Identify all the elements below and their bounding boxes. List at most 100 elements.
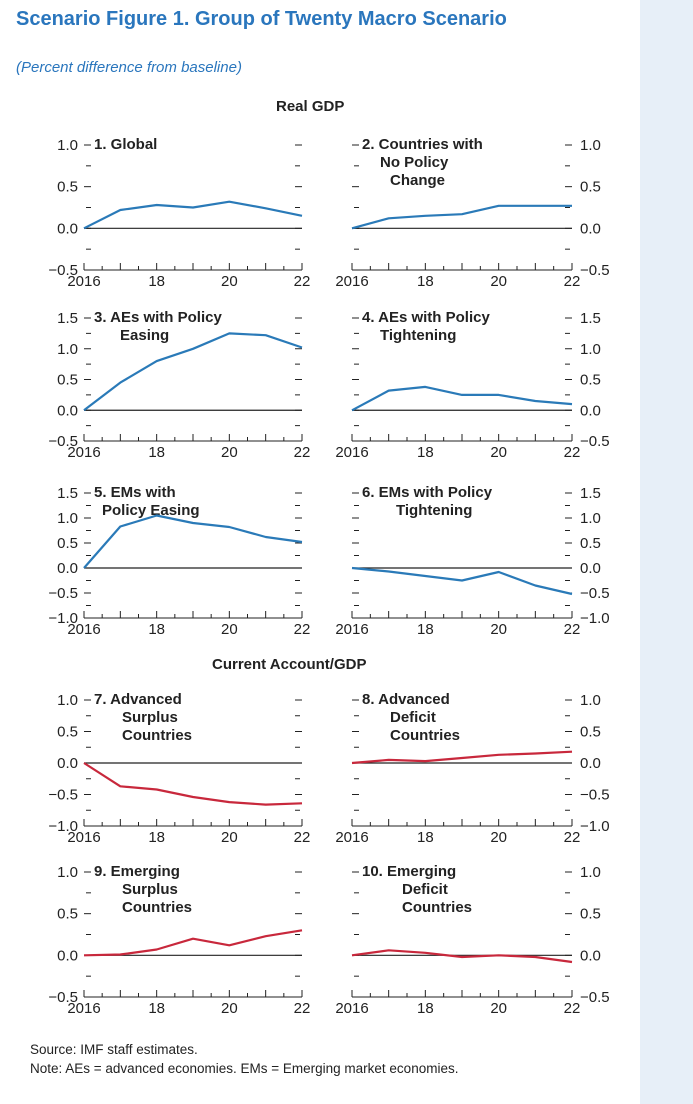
y-tick-label: 1.5 bbox=[580, 310, 601, 327]
section-title-current-account: Current Account/GDP bbox=[212, 656, 367, 673]
panel-title: 1. Global bbox=[94, 136, 157, 153]
panel-title: Countries bbox=[122, 727, 192, 744]
x-tick-label: 22 bbox=[294, 621, 311, 638]
x-tick-label: 20 bbox=[221, 273, 238, 290]
side-margin-band bbox=[640, 0, 693, 1104]
x-tick-label: 22 bbox=[294, 444, 311, 461]
x-tick-label: 18 bbox=[417, 829, 434, 846]
y-tick-label: 0.0 bbox=[580, 560, 601, 577]
y-tick-label: 1.0 bbox=[57, 137, 78, 154]
y-tick-label: 1.0 bbox=[580, 692, 601, 709]
series-line bbox=[351, 204, 572, 230]
x-tick-label: 18 bbox=[148, 1000, 165, 1017]
y-tick-label: 1.0 bbox=[57, 692, 78, 709]
panel-title: Countries bbox=[122, 899, 192, 916]
x-tick-label: 22 bbox=[564, 1000, 581, 1017]
x-tick-label: 18 bbox=[417, 444, 434, 461]
x-tick-label: 18 bbox=[148, 829, 165, 846]
section-title-real-gdp: Real GDP bbox=[276, 98, 345, 115]
panel-title: Policy Easing bbox=[102, 502, 200, 519]
y-tick-label: 0.5 bbox=[580, 179, 601, 196]
y-tick-label: 0.0 bbox=[580, 220, 601, 237]
y-tick-label: 0.0 bbox=[57, 220, 78, 237]
abbreviation-note: Note: AEs = advanced economies. EMs = Em… bbox=[30, 1061, 459, 1076]
panel-title: 6. EMs with Policy bbox=[362, 484, 493, 501]
panel-title: Countries bbox=[390, 727, 460, 744]
figure-subtitle: (Percent difference from baseline) bbox=[16, 59, 242, 76]
x-tick-label: 18 bbox=[148, 273, 165, 290]
y-tick-label: −1.0 bbox=[580, 818, 610, 835]
x-tick-label: 2016 bbox=[335, 273, 368, 290]
y-tick-label: 0.0 bbox=[57, 560, 78, 577]
y-tick-label: 0.5 bbox=[580, 535, 601, 552]
x-tick-label: 18 bbox=[417, 273, 434, 290]
x-tick-label: 20 bbox=[221, 444, 238, 461]
panel-title: 10. Emerging bbox=[362, 863, 456, 880]
x-tick-label: 22 bbox=[564, 621, 581, 638]
y-tick-label: 0.0 bbox=[580, 947, 601, 964]
y-tick-label: 0.5 bbox=[57, 724, 78, 741]
y-tick-label: 0.5 bbox=[580, 724, 601, 741]
y-tick-label: 0.0 bbox=[580, 402, 601, 419]
series-line bbox=[351, 566, 573, 596]
panel-title: Surplus bbox=[122, 881, 178, 898]
y-tick-label: 0.0 bbox=[57, 947, 78, 964]
panel-title: Easing bbox=[120, 327, 169, 344]
y-tick-label: 0.5 bbox=[57, 535, 78, 552]
y-tick-label: 1.0 bbox=[580, 137, 601, 154]
series-line bbox=[351, 949, 573, 964]
x-tick-label: 2016 bbox=[335, 444, 368, 461]
y-tick-label: −1.0 bbox=[48, 818, 78, 835]
y-tick-label: 1.0 bbox=[57, 864, 78, 881]
panel-8: 2016 18 20 22 1.0 0.5 0.0 −0.5 −1.0 8. AdvancedDe… bbox=[335, 691, 609, 846]
y-tick-label: 0.5 bbox=[57, 906, 78, 923]
series-line bbox=[351, 385, 573, 412]
panel-title: Surplus bbox=[122, 709, 178, 726]
y-tick-label: −0.5 bbox=[580, 787, 610, 804]
y-tick-label: −0.5 bbox=[48, 262, 78, 279]
panel-title: 2. Countries with bbox=[362, 136, 483, 153]
series-line bbox=[83, 332, 303, 412]
x-tick-label: 18 bbox=[417, 621, 434, 638]
panel-title: Countries bbox=[402, 899, 472, 916]
y-tick-label: 0.5 bbox=[580, 906, 601, 923]
source-note: Source: IMF staff estimates. bbox=[30, 1042, 198, 1057]
y-tick-label: −0.5 bbox=[48, 585, 78, 602]
panel-4: 2016 18 20 22 1.5 1.0 0.5 0.0 −0.5 4. AEs with Po… bbox=[335, 309, 609, 461]
x-tick-label: 18 bbox=[417, 1000, 434, 1017]
x-tick-label: 20 bbox=[490, 1000, 507, 1017]
x-tick-label: 20 bbox=[221, 621, 238, 638]
panel-3: 2016 18 20 22 1.5 1.0 0.5 0.0 −0.5 3. AEs with Po… bbox=[48, 309, 310, 461]
x-tick-label: 2016 bbox=[67, 273, 100, 290]
series-line bbox=[83, 200, 303, 230]
y-tick-label: −0.5 bbox=[580, 585, 610, 602]
y-tick-label: 1.0 bbox=[580, 510, 601, 527]
y-tick-label: 0.5 bbox=[580, 372, 601, 389]
y-tick-label: −1.0 bbox=[48, 610, 78, 627]
panel-title: No Policy bbox=[380, 154, 449, 171]
y-tick-label: 1.0 bbox=[57, 341, 78, 358]
x-tick-label: 22 bbox=[564, 829, 581, 846]
panel-title: Tightening bbox=[396, 502, 472, 519]
y-tick-label: −0.5 bbox=[580, 989, 610, 1006]
y-tick-label: 1.5 bbox=[580, 485, 601, 502]
x-tick-label: 20 bbox=[490, 829, 507, 846]
panel-title: 4. AEs with Policy bbox=[362, 309, 490, 326]
y-tick-label: 0.0 bbox=[57, 755, 78, 772]
panel-title: 8. Advanced bbox=[362, 691, 450, 708]
panel-6: 2016 18 20 22 1.5 1.0 0.5 0.0 −0.5 −1.0 6. EMs wit… bbox=[335, 484, 609, 638]
x-tick-label: 20 bbox=[221, 829, 238, 846]
x-tick-label: 2016 bbox=[335, 1000, 368, 1017]
panel-7: 2016 18 20 22 1.0 0.5 0.0 −0.5 −1.0 7. AdvancedSu… bbox=[48, 691, 310, 846]
x-tick-label: 20 bbox=[490, 444, 507, 461]
x-tick-label: 20 bbox=[490, 621, 507, 638]
panel-9: 2016 18 20 22 1.0 0.5 0.0 −0.5 9. EmergingSurplu… bbox=[48, 863, 310, 1017]
x-tick-label: 18 bbox=[148, 621, 165, 638]
panel-title: Deficit bbox=[402, 881, 448, 898]
y-tick-label: 1.5 bbox=[57, 485, 78, 502]
y-tick-label: 0.0 bbox=[580, 755, 601, 772]
x-tick-label: 2016 bbox=[67, 829, 100, 846]
y-tick-label: −0.5 bbox=[48, 433, 78, 450]
panel-title: 7. Advanced bbox=[94, 691, 182, 708]
y-tick-label: 1.0 bbox=[580, 864, 601, 881]
